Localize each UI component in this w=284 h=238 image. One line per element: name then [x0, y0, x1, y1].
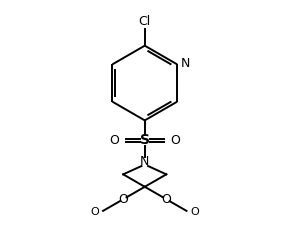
Text: N: N: [181, 57, 190, 70]
Text: Cl: Cl: [139, 15, 151, 28]
Text: O: O: [118, 193, 128, 206]
Text: O: O: [90, 207, 99, 217]
Text: N: N: [140, 155, 149, 169]
Text: O: O: [110, 134, 120, 147]
Text: O: O: [170, 134, 180, 147]
Text: O: O: [191, 207, 199, 217]
Text: O: O: [161, 193, 171, 206]
Text: S: S: [140, 133, 150, 147]
